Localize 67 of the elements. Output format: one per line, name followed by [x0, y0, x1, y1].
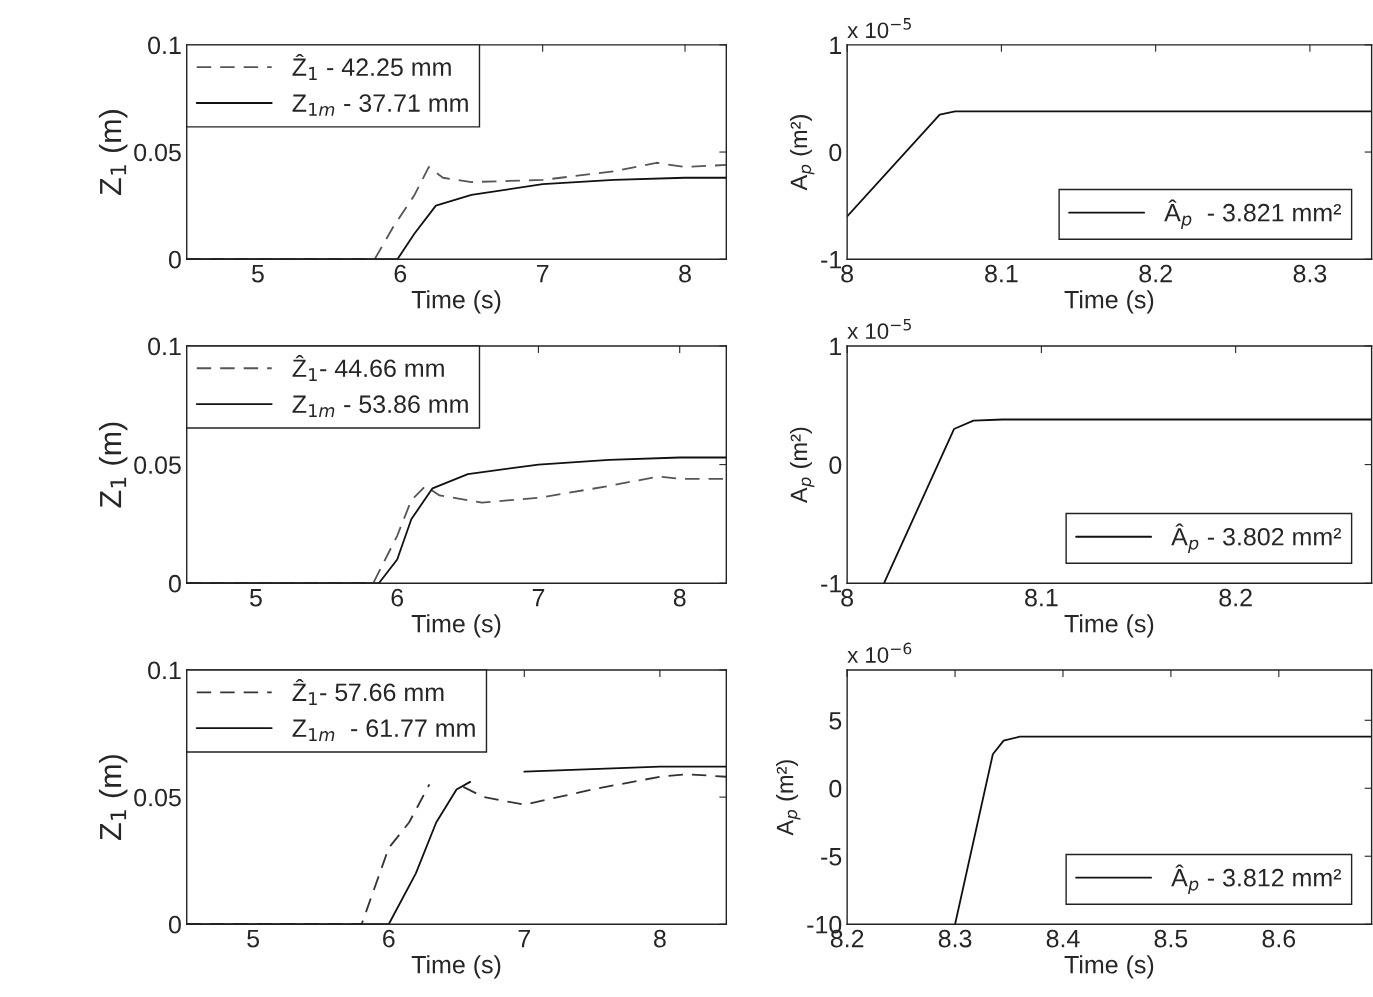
x-tick-label: 6 — [391, 588, 404, 607]
text: x 10$^{−6}$ — [847, 642, 912, 663]
legend-label: Z$_{1m}$ - 53.86 mm — [292, 395, 468, 417]
legend-label: Â$_{p}$ - 3.802 mm² — [1171, 523, 1342, 554]
legend-label: Z$_{1m}$ - 61.77 mm — [292, 719, 475, 741]
x-tick-label: 8.1 — [985, 264, 1018, 283]
x-tick-label: 6 — [394, 264, 407, 283]
x-tick-label: 7 — [518, 930, 531, 948]
y-tick-label: 0.1 — [148, 661, 181, 680]
x-axis-title: Time (s) — [411, 955, 501, 979]
x-tick-label: 8.4 — [1046, 929, 1080, 948]
x-axis-title: Time (s) — [1064, 290, 1154, 314]
y-tick-label: 0 — [829, 779, 842, 798]
y-axis-title: A$_{p}$ (m²) — [789, 427, 815, 504]
y-tick-label: 0.05 — [134, 143, 181, 162]
x-tick-label: 7 — [536, 265, 549, 283]
y-tick-label: 1 — [830, 337, 842, 356]
x-tick-label: 8.5 — [1154, 929, 1188, 948]
x-tick-label: 8.3 — [1293, 264, 1327, 283]
text: x 10$^{−5}$ — [847, 318, 911, 340]
x-tick-label: 8.1 — [1025, 588, 1058, 607]
legend-label: Ẑ$_{1}$- 44.66 mm — [292, 355, 444, 381]
line-series — [883, 418, 1372, 584]
legend-label: Ẑ$_{1}$ - 42.25 mm — [292, 53, 451, 80]
legend-label: Ẑ$_{1}$- 57.66 mm — [292, 679, 444, 705]
x-axis-title: Time (s) — [1064, 614, 1154, 638]
x-tick-label: 5 — [247, 930, 260, 948]
x-tick-label: 5 — [249, 589, 262, 607]
y-axis-title: A$_{p}$ (m²) — [789, 115, 815, 191]
x-tick-label: 8.6 — [1262, 929, 1296, 948]
y-tick-label: 0.05 — [134, 456, 181, 474]
y-axis-title: Z$_{1}$ (m) — [98, 110, 128, 195]
x-tick-label: 8 — [679, 264, 691, 283]
y-axis-title: A$_{p}$ (m²) — [776, 760, 801, 836]
x-axis-title: Time (s) — [411, 290, 501, 314]
y-tick-label: -5 — [821, 848, 842, 866]
x-tick-label: 8.2 — [1219, 588, 1252, 607]
y-tick-label: 0 — [829, 456, 842, 474]
legend-label: Z$_{1m}$ - 37.71 mm — [292, 94, 468, 116]
y-axis-title: Z$_{1}$ (m) — [98, 422, 128, 508]
x-tick-label: 8 — [841, 588, 854, 607]
y-tick-label: 0.05 — [134, 788, 181, 807]
legend-label: Â$_{p}$ - 3.821 mm² — [1164, 199, 1341, 230]
x-axis-title: Time (s) — [1064, 955, 1154, 979]
x-tick-label: 8.3 — [938, 929, 972, 948]
x-tick-label: 7 — [532, 589, 545, 607]
y-tick-label: 0 — [829, 143, 842, 162]
y-axis-title: Z$_{1}$ (m) — [98, 755, 128, 840]
x-tick-label: 8.2 — [1139, 264, 1172, 283]
y-tick-label: 0.1 — [148, 36, 181, 55]
y-tick-label: -1 — [821, 575, 842, 593]
x-tick-label: 6 — [383, 929, 395, 948]
y-tick-label: 0 — [168, 574, 181, 593]
x-axis-title: Time (s) — [411, 614, 501, 638]
x-tick-label: 8 — [654, 929, 666, 948]
line-series — [954, 735, 1372, 925]
y-tick-label: 5 — [829, 712, 842, 730]
y-tick-label: 0 — [168, 915, 181, 934]
y-tick-label: 0 — [168, 250, 181, 269]
x-tick-label: 5 — [251, 265, 264, 283]
text: x 10$^{−5}$ — [847, 18, 911, 39]
y-tick-label: 1 — [830, 36, 842, 54]
legend-label: Â$_{p}$ - 3.812 mm² — [1171, 864, 1342, 895]
y-tick-label: 0.1 — [148, 337, 181, 356]
x-tick-label: 8 — [673, 588, 686, 607]
y-tick-label: -1 — [821, 251, 842, 269]
x-tick-label: 8 — [841, 264, 854, 283]
